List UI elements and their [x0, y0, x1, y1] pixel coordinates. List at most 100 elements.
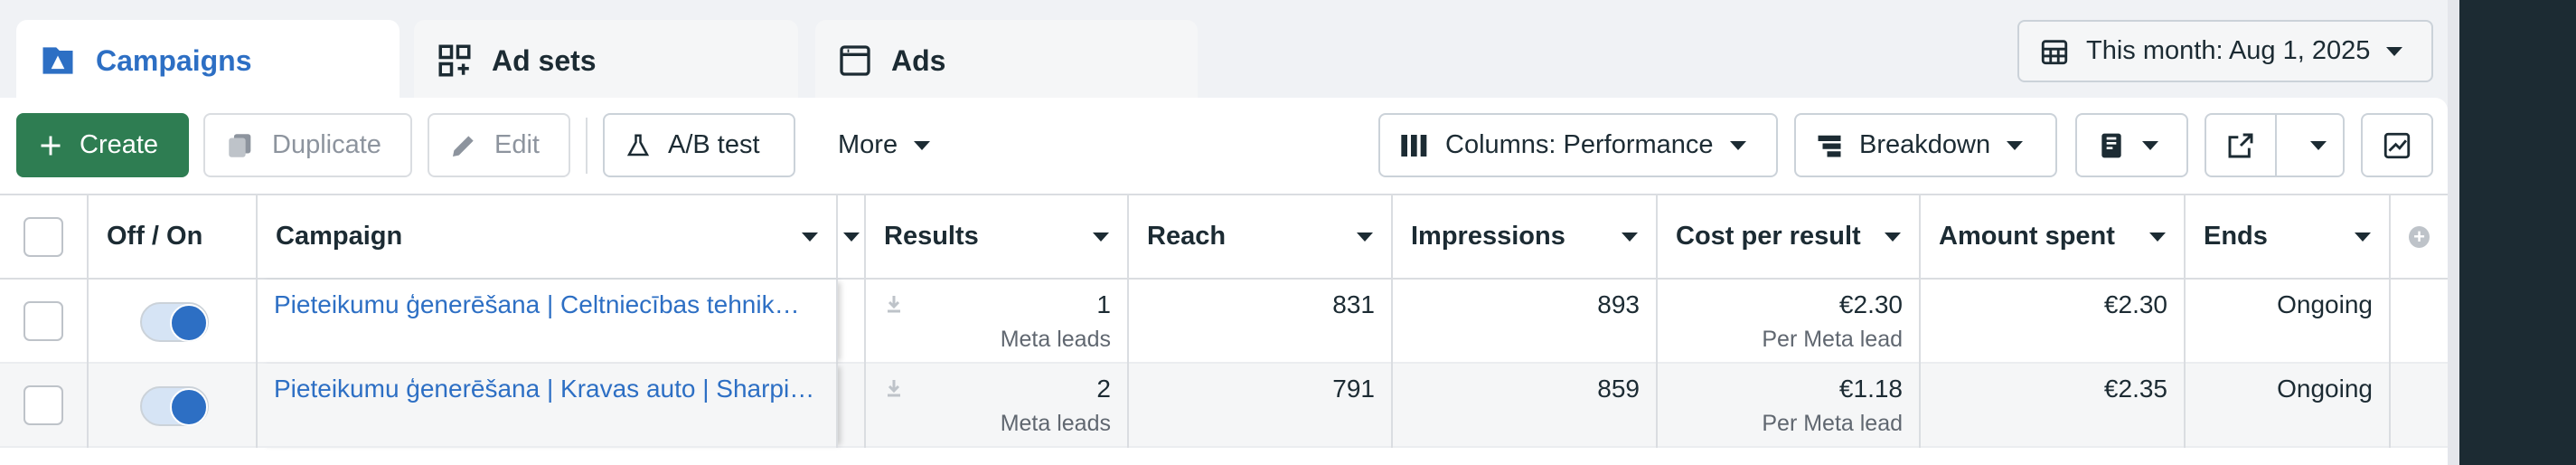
- caret: [914, 140, 931, 150]
- cost-label: Per Meta lead: [1762, 411, 1903, 436]
- chart-button[interactable]: [2361, 113, 2433, 177]
- header-cell[interactable]: Impressions: [1393, 194, 1658, 280]
- checkbox-cell: [0, 280, 89, 364]
- date-label: This month: Aug 1, 2025: [2086, 36, 2371, 65]
- chart-icon: [2383, 132, 2411, 158]
- toggle[interactable]: [140, 386, 209, 426]
- scroll-gutter: [2448, 0, 2459, 465]
- edit-button[interactable]: Edit: [428, 113, 570, 177]
- pencil-icon: [453, 135, 474, 157]
- checkbox[interactable]: [24, 385, 63, 425]
- export-icon: [2228, 133, 2253, 157]
- header-cell[interactable]: +: [2391, 194, 2448, 280]
- header-cell[interactable]: Results: [866, 194, 1129, 280]
- sort-caret[interactable]: [2149, 232, 2166, 242]
- sort-caret[interactable]: [1357, 232, 1373, 242]
- button-label: Columns: Performance: [1445, 130, 1714, 159]
- caret: [2007, 140, 2024, 150]
- sort-caret[interactable]: [843, 232, 860, 242]
- download-glyph: [888, 380, 900, 397]
- impressions-cell: 859: [1393, 364, 1658, 448]
- header-cell[interactable]: Ends: [2186, 194, 2391, 280]
- checkbox-cell: [0, 364, 89, 448]
- header-cell[interactable]: Campaign: [258, 194, 838, 280]
- header-label: Results: [884, 222, 979, 251]
- checkbox[interactable]: [24, 301, 63, 341]
- cost-value: €1.18: [1838, 375, 1903, 403]
- tab-icon: [42, 47, 73, 74]
- amount-cell: €2.35: [1921, 364, 2186, 448]
- side-strip: [2459, 0, 2576, 465]
- tab-icon: [840, 45, 870, 76]
- date-picker[interactable]: This month: Aug 1, 2025: [2017, 20, 2433, 82]
- caret: [2142, 140, 2158, 150]
- reports-button[interactable]: [2075, 113, 2188, 177]
- calendar-icon: [2041, 39, 2068, 64]
- reports-icon: [2101, 133, 2121, 157]
- campaign-cell: Pieteikumu ģenerēšana | Kravas auto | Sh…: [258, 364, 838, 448]
- duplicate-button[interactable]: Duplicate: [203, 113, 412, 177]
- caret: [2309, 140, 2327, 150]
- amount-value: €2.30: [2103, 290, 2167, 318]
- checkbox[interactable]: [24, 217, 63, 257]
- reach-value: 831: [1332, 290, 1375, 318]
- export-button[interactable]: [2205, 113, 2345, 177]
- caret: [1729, 140, 1746, 150]
- tab-icon: [438, 44, 471, 77]
- header-cell[interactable]: Reach: [1129, 194, 1393, 280]
- header-label: Campaign: [276, 222, 403, 251]
- button-label: Edit: [494, 130, 540, 159]
- tab-label: Ad sets: [492, 43, 597, 77]
- header-label: Impressions: [1411, 222, 1565, 251]
- results-value: 1: [1096, 290, 1111, 318]
- header-cell[interactable]: Cost per result: [1658, 194, 1921, 280]
- export-icon-wrap: [2206, 115, 2277, 176]
- tab[interactable]: Campaigns: [16, 20, 400, 101]
- impressions-cell: 893: [1393, 280, 1658, 364]
- results-cell: 2 Meta leads: [866, 364, 1129, 448]
- ab-test-button[interactable]: A/B test: [603, 113, 795, 177]
- header-cell[interactable]: Amount spent: [1921, 194, 2186, 280]
- tab[interactable]: Ads: [815, 20, 1198, 101]
- tab[interactable]: Ad sets: [414, 20, 798, 101]
- toggle-knob: [170, 304, 208, 342]
- create-button[interactable]: Create: [16, 113, 189, 177]
- more-button[interactable]: More: [816, 113, 961, 177]
- breakdown-button[interactable]: Breakdown: [1794, 113, 2057, 177]
- columns-icon: [1401, 134, 1427, 157]
- flask-icon: [626, 134, 650, 156]
- header-cell[interactable]: Off / On: [89, 194, 258, 280]
- results-label: Meta leads: [1000, 327, 1111, 352]
- campaign-link[interactable]: Pieteikumu ģenerēšana | Celtniecības teh…: [274, 290, 800, 318]
- toggle[interactable]: [140, 302, 209, 342]
- row-background: [0, 364, 2448, 448]
- header-label: Off / On: [107, 222, 203, 251]
- toggle-cell: [89, 280, 258, 364]
- sort-caret[interactable]: [2355, 232, 2371, 242]
- cost-value: €2.30: [1838, 290, 1903, 318]
- sort-caret[interactable]: [1093, 232, 1109, 242]
- campaign-cell: Pieteikumu ģenerēšana | Celtniecības teh…: [258, 280, 838, 364]
- button-label: Breakdown: [1859, 130, 1991, 159]
- button-label: Create: [80, 130, 159, 159]
- amount-value: €2.35: [2103, 375, 2167, 403]
- plus-icon: [41, 136, 61, 155]
- tab-label: Campaigns: [96, 43, 252, 77]
- caret-wrap: [2293, 140, 2343, 150]
- header-cell: [838, 194, 866, 280]
- cost-cell: €1.18 Per Meta lead: [1658, 364, 1921, 448]
- sort-caret[interactable]: [1885, 232, 1901, 242]
- columns-button[interactable]: Columns: Performance: [1378, 113, 1778, 177]
- download-icon: [886, 292, 902, 313]
- sort-caret[interactable]: [1622, 232, 1638, 242]
- gap-cell: [838, 364, 866, 448]
- campaign-link[interactable]: Pieteikumu ģenerēšana | Kravas auto | Sh…: [274, 375, 815, 403]
- cost-cell: €2.30 Per Meta lead: [1658, 280, 1921, 364]
- reach-cell: 831: [1129, 280, 1393, 364]
- ends-value: Ongoing: [2277, 290, 2373, 318]
- cost-label: Per Meta lead: [1762, 327, 1903, 352]
- impressions-value: 859: [1597, 375, 1640, 403]
- ends-cell: Ongoing: [2186, 280, 2391, 364]
- sort-caret[interactable]: [802, 232, 818, 242]
